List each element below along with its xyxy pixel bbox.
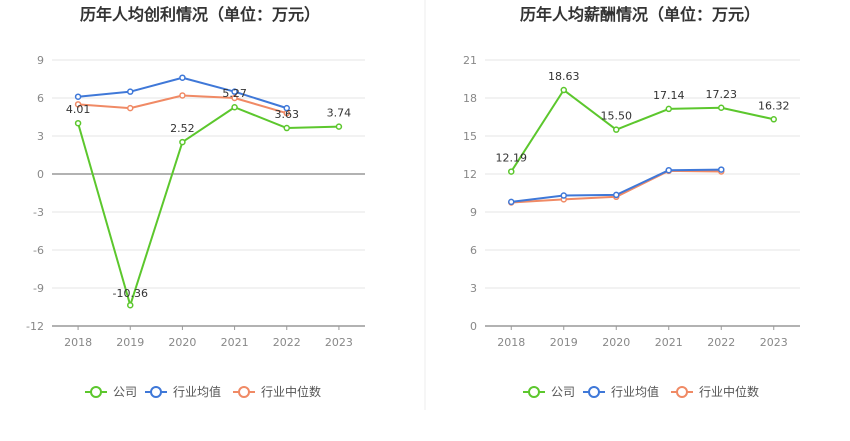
salary-legend-swatch-marker <box>588 386 600 398</box>
profit-series-2-point <box>74 101 82 108</box>
profit-chart-title: 历年人均创利情况（单位：万元） <box>80 5 320 24</box>
profit-series-0-point <box>283 124 290 132</box>
salary-chart-series <box>508 86 777 206</box>
salary-legend-label[interactable]: 行业中位数 <box>699 384 759 399</box>
profit-legend-swatch-marker <box>150 386 162 398</box>
profit-series-1-point <box>231 88 238 95</box>
salary-legend-label[interactable]: 行业均值 <box>611 384 659 399</box>
profit-series-1-point <box>127 88 134 95</box>
salary-y-tick-label: 3 <box>470 282 477 295</box>
salary-y-tick-label: 12 <box>463 168 477 181</box>
salary-series-1-point <box>665 166 672 174</box>
salary-y-tick-label: 6 <box>470 244 477 257</box>
profit-series-2-point <box>231 94 238 102</box>
profit-data-label: 2.52 <box>170 122 195 135</box>
salary-x-tick-label: 2020 <box>602 336 630 349</box>
salary-legend-swatch-marker <box>528 386 540 398</box>
profit-legend-label[interactable]: 行业中位数 <box>261 384 321 399</box>
profit-series-1-point <box>283 104 290 112</box>
salary-chart: 历年人均薪酬情况（单位：万元） 21 18 15 12 9 6 3 0 2018 2019 202… <box>463 5 800 399</box>
salary-chart-data-labels: 12.19 18.63 15.50 17.14 17.23 16.32 <box>496 70 790 165</box>
profit-y-tick-label: 3 <box>37 130 44 143</box>
profit-legend-swatch-marker <box>90 386 102 398</box>
salary-chart-title: 历年人均薪酬情况（单位：万元） <box>520 5 760 24</box>
salary-series-1-point <box>560 192 567 199</box>
profit-series-2-point <box>127 104 134 112</box>
salary-chart-y-ticks: 21 18 15 12 9 6 3 0 <box>463 54 477 333</box>
salary-data-label: 16.32 <box>758 99 790 112</box>
profit-legend-label[interactable]: 行业均值 <box>173 384 221 399</box>
salary-data-label: 12.19 <box>496 152 528 165</box>
profit-x-tick-label: 2023 <box>325 336 353 349</box>
profit-y-tick-label: -12 <box>26 320 44 333</box>
profit-x-tick-label: 2018 <box>64 336 92 349</box>
profit-series-0-point <box>127 301 134 309</box>
profit-data-label: 5.27 <box>222 87 247 100</box>
salary-x-tick-label: 2021 <box>655 336 683 349</box>
salary-series-0-point <box>613 126 620 133</box>
profit-series-0-point <box>335 123 343 130</box>
salary-y-tick-label: 21 <box>463 54 477 67</box>
salary-x-tick-label: 2023 <box>760 336 788 349</box>
profit-chart-y-ticks: 9 6 3 0 -3 -6 -9 -12 <box>26 54 44 333</box>
salary-data-label: 17.23 <box>706 88 738 101</box>
salary-data-label: 15.50 <box>601 110 633 123</box>
salary-series-0-point <box>665 105 672 113</box>
salary-x-tick-label: 2022 <box>707 336 735 349</box>
salary-series-0-point <box>508 168 515 175</box>
salary-series-0-point <box>718 104 725 112</box>
salary-chart-grid <box>485 59 800 327</box>
profit-x-tick-label: 2022 <box>273 336 301 349</box>
profit-data-label: 4.01 <box>66 103 91 116</box>
salary-legend-label[interactable]: 公司 <box>551 385 575 399</box>
salary-legend-swatch-marker <box>676 386 688 398</box>
salary-x-tick-label: 2019 <box>550 336 578 349</box>
profit-series-line-0 <box>77 106 339 307</box>
profit-y-tick-label: 9 <box>37 54 44 67</box>
profit-series-1-point <box>74 93 82 100</box>
profit-data-label: 3.74 <box>327 107 352 120</box>
profit-legend-swatch-marker <box>238 386 250 398</box>
salary-data-label: 18.63 <box>548 70 580 83</box>
salary-series-1-point <box>718 166 725 173</box>
profit-legend-label[interactable]: 公司 <box>113 385 137 399</box>
profit-series-1-point <box>179 74 186 81</box>
salary-series-line-0 <box>510 89 774 173</box>
profit-y-tick-label: -6 <box>33 244 44 257</box>
salary-data-label: 17.14 <box>653 89 685 102</box>
profit-series-0-point <box>74 119 82 127</box>
profit-y-tick-label: -3 <box>33 206 44 219</box>
salary-y-tick-label: 9 <box>470 206 477 219</box>
profit-data-label: 3.63 <box>275 108 300 121</box>
profit-y-tick-label: -9 <box>33 282 44 295</box>
salary-series-1-point <box>508 198 515 206</box>
profit-y-tick-label: 0 <box>37 168 44 181</box>
profit-x-tick-label: 2021 <box>221 336 249 349</box>
profit-chart-x-ticks: 2018 2019 2020 2021 2022 2023 <box>64 326 353 349</box>
salary-y-tick-label: 18 <box>463 92 477 105</box>
profit-chart-legend: 公司 行业均值 行业中位数 <box>85 384 321 399</box>
profit-y-tick-label: 6 <box>37 92 44 105</box>
profit-chart-series <box>74 74 343 309</box>
profit-x-tick-label: 2020 <box>168 336 196 349</box>
profit-series-0-point <box>179 138 186 146</box>
profit-series-0-point <box>231 103 238 111</box>
profit-chart-data-labels: 4.01 -10.36 2.52 5.27 3.63 3.74 <box>66 87 351 300</box>
profit-series-2-point <box>179 92 186 99</box>
profit-data-label: -10.36 <box>113 287 148 300</box>
salary-series-1-point <box>613 191 620 199</box>
salary-series-0-point <box>770 116 777 123</box>
profit-x-tick-label: 2019 <box>116 336 144 349</box>
salary-y-tick-label: 15 <box>463 130 477 143</box>
salary-chart-x-ticks: 2018 2019 2020 2021 2022 2023 <box>497 326 788 349</box>
salary-x-tick-label: 2018 <box>497 336 525 349</box>
salary-y-tick-label: 0 <box>470 320 477 333</box>
salary-series-0-point <box>560 86 567 94</box>
salary-chart-legend: 公司 行业均值 行业中位数 <box>523 384 759 399</box>
